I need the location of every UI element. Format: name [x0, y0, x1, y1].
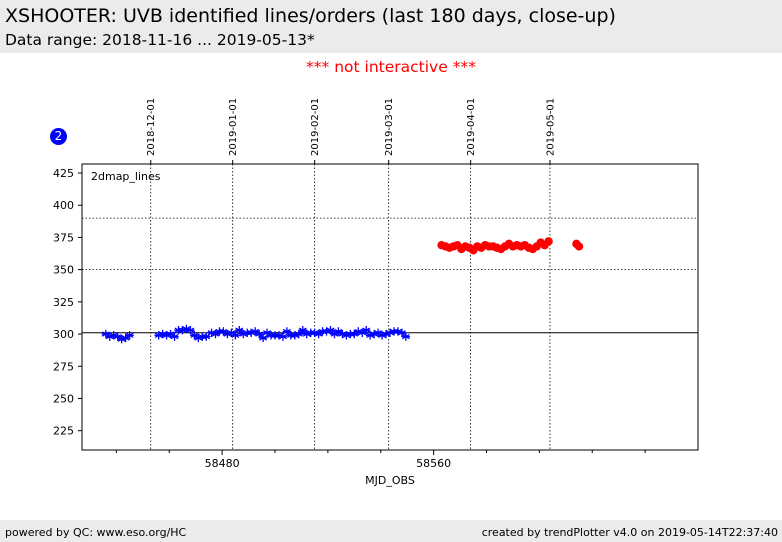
uvb-data-point — [121, 333, 130, 343]
uvb-data-point — [365, 331, 375, 340]
uvb-data-point — [194, 333, 203, 343]
header-bar — [0, 0, 782, 53]
plot-number-badge: 2 — [50, 128, 67, 145]
uvb-data-point — [274, 331, 284, 340]
footer-created-by: created by trendPlotter v4.0 on 2019-05-… — [481, 526, 778, 539]
uvb-data-point — [401, 332, 411, 341]
y-tick-label: 375 — [53, 231, 74, 244]
footer-bar — [0, 520, 782, 542]
date-tick-label: 2019-05-01 — [545, 98, 556, 156]
y-tick-label: 425 — [53, 167, 74, 180]
uvb-data-point — [202, 332, 211, 341]
y-tick-label: 350 — [53, 264, 74, 277]
uvb-data-point — [186, 325, 195, 335]
y-tick-label: 300 — [53, 328, 74, 341]
uvb-data-point — [350, 329, 359, 339]
uvb-data-point — [239, 329, 248, 339]
uvb-data-point — [397, 328, 407, 337]
uvb-data-point — [219, 327, 228, 336]
uvb-data-point — [178, 325, 187, 335]
x-tick-label: 58560 — [416, 457, 451, 470]
uvb-data-point — [381, 329, 391, 339]
uvb-data-point — [182, 324, 191, 334]
y-tick-label: 325 — [53, 296, 74, 309]
uvb-data-point — [322, 327, 331, 336]
uvb-data-point — [101, 329, 110, 339]
uvb-data-point — [170, 332, 179, 341]
uvb-data-point — [154, 331, 163, 340]
uvb-data-point — [290, 331, 300, 340]
x-tick-label: 58480 — [205, 457, 240, 470]
plot-area — [81, 163, 699, 451]
uvb-data-point — [223, 329, 232, 339]
date-tick-label: 2019-02-01 — [310, 98, 321, 156]
uvb-data-point — [354, 327, 363, 336]
uvb-data-point — [334, 327, 343, 336]
uvb-data-point — [302, 329, 311, 339]
uvb-data-point — [247, 328, 256, 337]
date-tick-label: 2019-04-01 — [466, 98, 477, 156]
uvb-data-point — [258, 333, 268, 343]
uvb-data-point — [338, 329, 347, 339]
uvb-data-point — [254, 329, 264, 339]
uvb-data-point — [362, 325, 371, 335]
uvb-data-point — [125, 331, 134, 340]
y-tick-label: 275 — [53, 360, 74, 373]
uvb-data-point — [326, 325, 335, 335]
page-subtitle: Data range: 2018-11-16 ... 2019-05-13* — [5, 31, 315, 49]
uvb-data-point — [377, 331, 387, 340]
uvb-data-point — [117, 335, 126, 344]
red-data-point — [574, 242, 584, 251]
panel-label: 2dmap_lines — [91, 170, 161, 183]
x-axis-label: MJD_OBS — [365, 474, 415, 487]
uvb-data-point — [330, 329, 339, 339]
uvb-data-point — [207, 328, 216, 337]
red-data-point — [544, 237, 553, 246]
uvb-data-point — [385, 328, 395, 337]
uvb-data-point — [294, 329, 303, 339]
uvb-data-point — [369, 329, 379, 339]
uvb-data-point — [310, 328, 319, 337]
uvb-data-point — [109, 331, 118, 340]
uvb-data-point — [190, 331, 199, 340]
uvb-data-point — [358, 328, 367, 337]
uvb-data-point — [373, 328, 383, 337]
date-tick-label: 2019-03-01 — [384, 98, 395, 156]
y-tick-label: 250 — [53, 392, 74, 405]
uvb-data-point — [314, 329, 323, 339]
uvb-data-point — [231, 331, 240, 340]
uvb-data-point — [342, 331, 351, 340]
not-interactive-notice: *** not interactive *** — [306, 58, 476, 76]
uvb-data-point — [227, 328, 236, 337]
uvb-data-point — [278, 332, 288, 341]
uvb-data-point — [298, 325, 307, 335]
uvb-data-point — [262, 328, 272, 337]
uvb-data-point — [166, 329, 175, 339]
uvb-data-point — [162, 331, 171, 340]
y-tick-label: 225 — [53, 425, 74, 438]
page-title: XSHOOTER: UVB identified lines/orders (l… — [5, 5, 616, 27]
date-tick-label: 2019-01-01 — [228, 98, 239, 156]
uvb-data-point — [158, 329, 167, 339]
uvb-data-point — [105, 332, 114, 341]
uvb-data-point — [113, 332, 122, 341]
footer-powered-by: powered by QC: www.eso.org/HC — [5, 526, 187, 539]
date-tick-label: 2018-12-01 — [146, 98, 157, 156]
uvb-data-point — [282, 327, 292, 336]
uvb-data-point — [250, 327, 260, 336]
uvb-data-point — [211, 329, 220, 339]
y-tick-label: 400 — [53, 199, 74, 212]
uvb-data-point — [393, 327, 403, 336]
uvb-data-point — [235, 325, 244, 335]
